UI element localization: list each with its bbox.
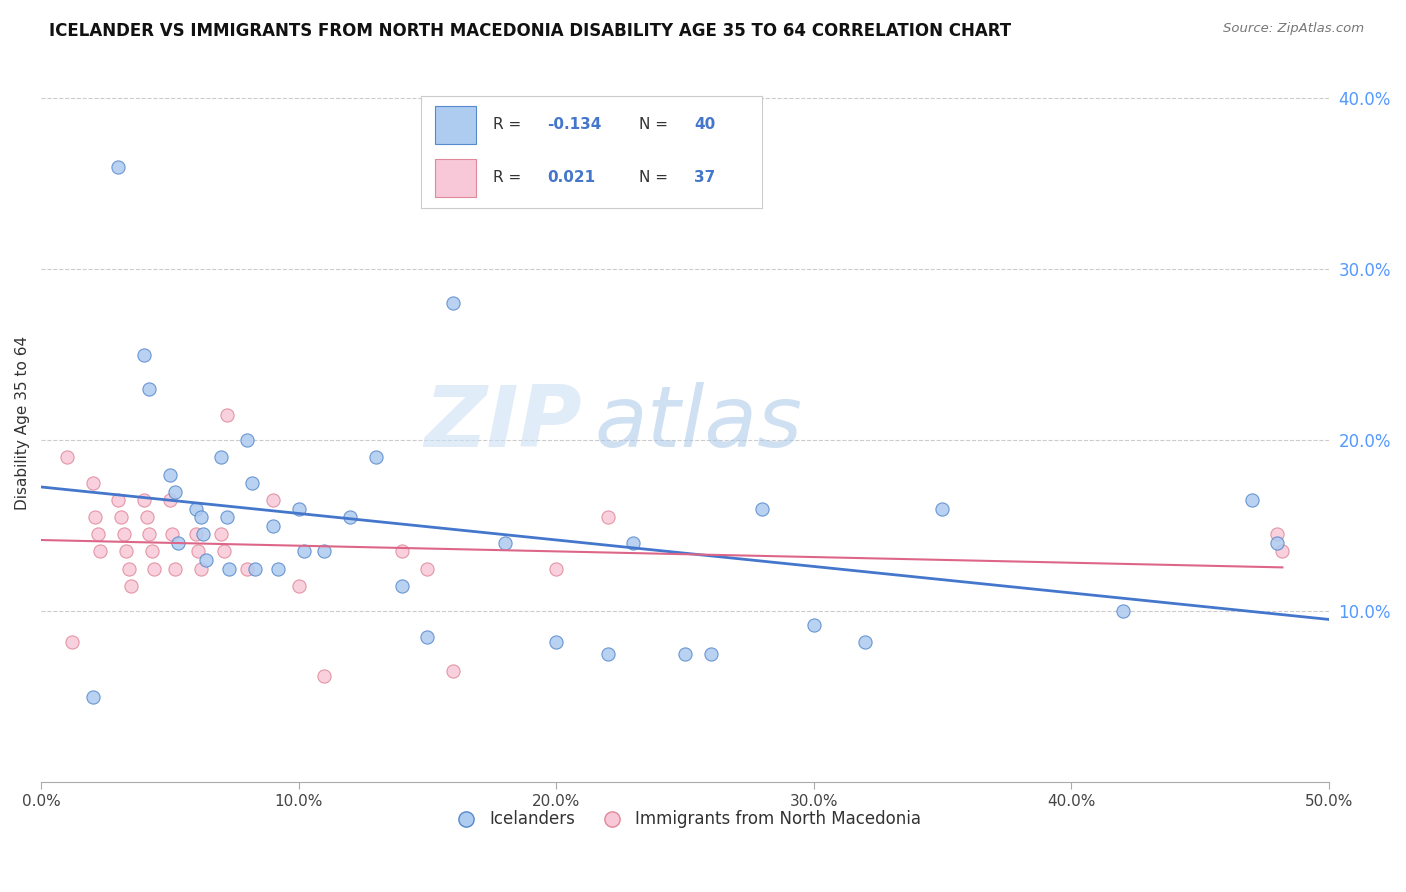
Point [240, 476, 263, 491]
Point [163, 484, 186, 499]
Point [120, 579, 142, 593]
Point [339, 510, 361, 524]
Point [138, 527, 160, 541]
Text: ZIP: ZIP [425, 382, 582, 465]
Point [1265, 536, 1288, 550]
Point [596, 647, 619, 661]
Point [60, 635, 83, 649]
Point [494, 536, 516, 550]
Point [141, 544, 163, 558]
Point [1240, 493, 1263, 508]
Point [107, 493, 129, 508]
Point [184, 501, 207, 516]
Point [546, 635, 568, 649]
Point [1112, 604, 1135, 618]
Point [287, 579, 309, 593]
Text: ICELANDER VS IMMIGRANTS FROM NORTH MACEDONIA DISABILITY AGE 35 TO 64 CORRELATION: ICELANDER VS IMMIGRANTS FROM NORTH MACED… [49, 22, 1011, 40]
Point [287, 501, 309, 516]
Point [292, 544, 315, 558]
Point [212, 544, 235, 558]
Point [623, 536, 645, 550]
Point [853, 635, 876, 649]
Point [262, 493, 284, 508]
Text: Source: ZipAtlas.com: Source: ZipAtlas.com [1223, 22, 1364, 36]
Point [190, 561, 212, 575]
Point [236, 561, 259, 575]
Point [82, 690, 104, 704]
Point [187, 544, 209, 558]
Y-axis label: Disability Age 35 to 64: Disability Age 35 to 64 [15, 336, 30, 510]
Point [1265, 527, 1288, 541]
Point [314, 669, 336, 683]
Point [803, 618, 825, 632]
Point [699, 647, 721, 661]
Point [236, 434, 259, 448]
Point [184, 527, 207, 541]
Point [118, 561, 141, 575]
Point [107, 160, 129, 174]
Legend: Icelanders, Immigrants from North Macedonia: Icelanders, Immigrants from North Macedo… [443, 804, 928, 835]
Point [84, 510, 107, 524]
Point [673, 647, 696, 661]
Point [87, 527, 110, 541]
Point [215, 408, 238, 422]
Point [262, 518, 284, 533]
Point [190, 510, 212, 524]
Point [135, 510, 157, 524]
Point [441, 296, 464, 310]
Text: atlas: atlas [595, 382, 803, 465]
Point [596, 510, 619, 524]
Point [112, 527, 135, 541]
Point [267, 561, 290, 575]
Point [218, 561, 240, 575]
Point [751, 501, 773, 516]
Point [82, 476, 104, 491]
Point [159, 493, 181, 508]
Point [89, 544, 111, 558]
Point [243, 561, 266, 575]
Point [110, 510, 132, 524]
Point [134, 493, 156, 508]
Point [56, 450, 79, 465]
Point [441, 664, 464, 678]
Point [1271, 544, 1294, 558]
Point [134, 348, 156, 362]
Point [391, 579, 413, 593]
Point [546, 561, 568, 575]
Point [163, 561, 186, 575]
Point [314, 544, 336, 558]
Point [931, 501, 953, 516]
Point [391, 544, 413, 558]
Point [215, 510, 238, 524]
Point [166, 536, 188, 550]
Point [209, 527, 232, 541]
Point [115, 544, 138, 558]
Point [209, 450, 232, 465]
Point [193, 527, 215, 541]
Point [138, 382, 160, 396]
Point [194, 553, 217, 567]
Point [159, 467, 181, 482]
Point [364, 450, 387, 465]
Point [416, 630, 439, 644]
Point [143, 561, 166, 575]
Point [416, 561, 439, 575]
Point [162, 527, 184, 541]
